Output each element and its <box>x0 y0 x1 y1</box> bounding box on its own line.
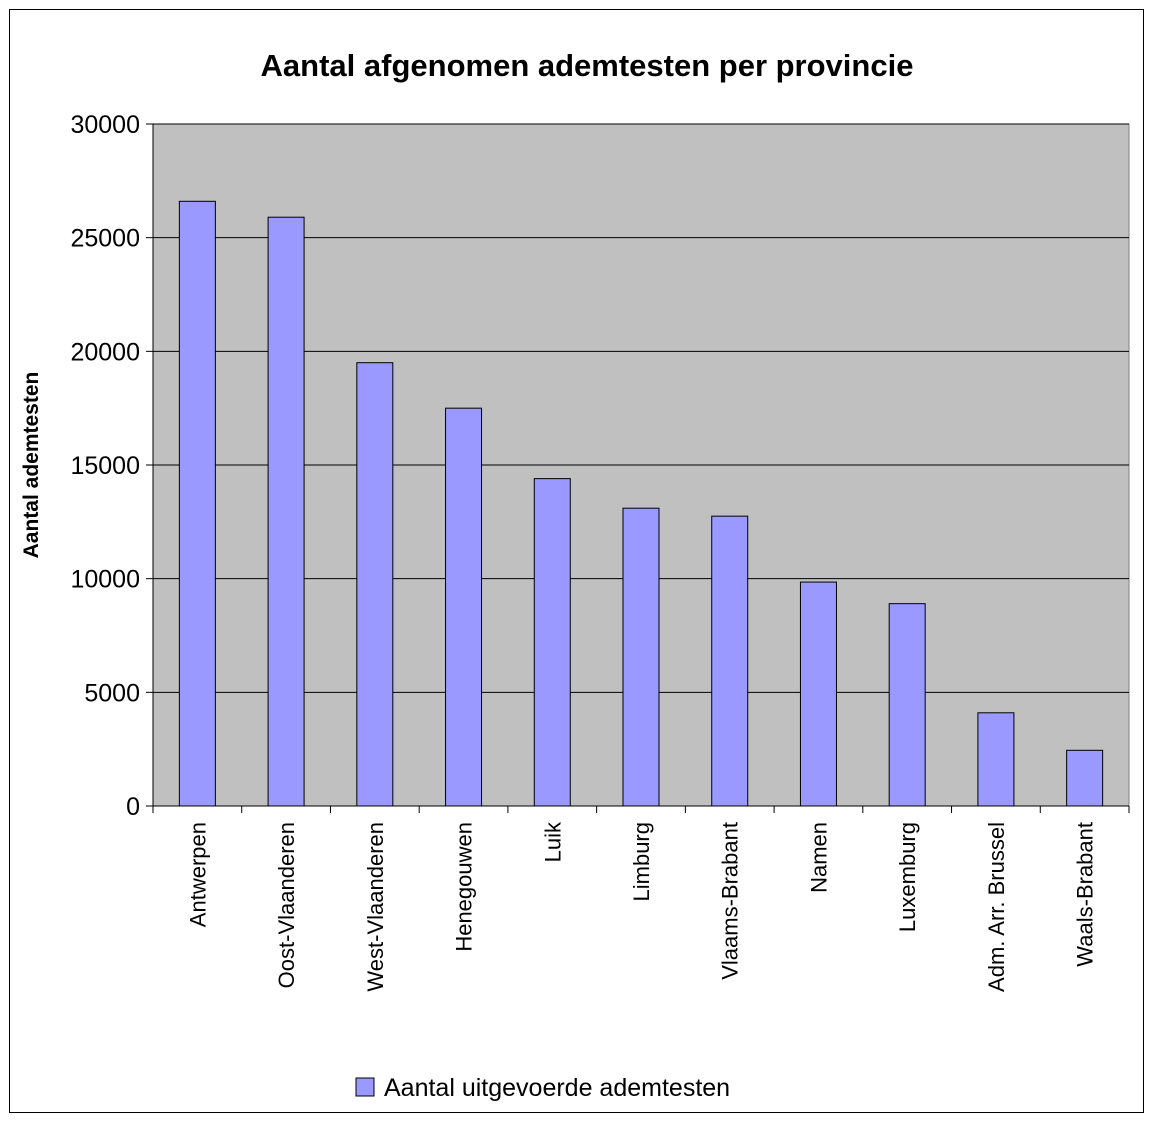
bar-antwerpen <box>178 200 216 807</box>
x-tick-label: West-Vlaanderen <box>363 822 388 992</box>
bar-limburg <box>622 507 660 807</box>
legend-label: Aantal uitgevoerde ademtesten <box>384 1074 730 1102</box>
bar-henegouwen <box>445 407 483 807</box>
y-axis: 0 5000 10000 15000 20000 25000 30000 <box>70 111 154 821</box>
y-tick-label: 0 <box>126 793 140 821</box>
x-tick-label: Oost-Vlaanderen <box>274 822 299 988</box>
y-tick-label: 20000 <box>70 338 140 366</box>
bar-waals-brabant <box>1066 749 1104 807</box>
x-tick-label: Waals-Brabant <box>1073 822 1098 967</box>
legend-swatch <box>355 1077 375 1097</box>
bar-luik <box>533 478 571 807</box>
y-axis-title: Aantal ademtesten <box>20 372 43 559</box>
bar-west-vlaanderen <box>356 362 394 807</box>
legend: Aantal uitgevoerde ademtesten <box>355 1074 730 1102</box>
bars <box>178 200 1104 807</box>
x-tick-label: Vlaams-Brabant <box>718 822 743 980</box>
y-tick-label: 25000 <box>70 225 140 253</box>
y-tick-label: 30000 <box>70 111 140 139</box>
x-tick-label: Namen <box>806 822 831 893</box>
x-tick-label: Luik <box>540 821 565 862</box>
chart-title: Aantal afgenomen ademtesten per provinci… <box>261 48 914 83</box>
x-tick-label: Adm. Arr. Brussel <box>984 822 1009 992</box>
x-axis: Antwerpen Oost-Vlaanderen West-Vlaanderen H… <box>152 805 1130 992</box>
bar-namen <box>799 581 837 807</box>
bar-vlaams-brabant <box>711 515 749 807</box>
bar-oost-vlaanderen <box>267 216 305 807</box>
y-tick-label: 15000 <box>70 452 140 480</box>
x-tick-label: Antwerpen <box>185 822 210 927</box>
y-tick-label: 10000 <box>70 566 140 594</box>
bar-luxemburg <box>888 603 926 807</box>
bar-adm-arr-brussel <box>977 712 1015 807</box>
x-tick-label: Limburg <box>629 822 654 901</box>
x-tick-label: Luxemburg <box>895 822 920 932</box>
x-tick-label: Henegouwen <box>452 822 477 952</box>
y-tick-label: 5000 <box>84 679 140 707</box>
